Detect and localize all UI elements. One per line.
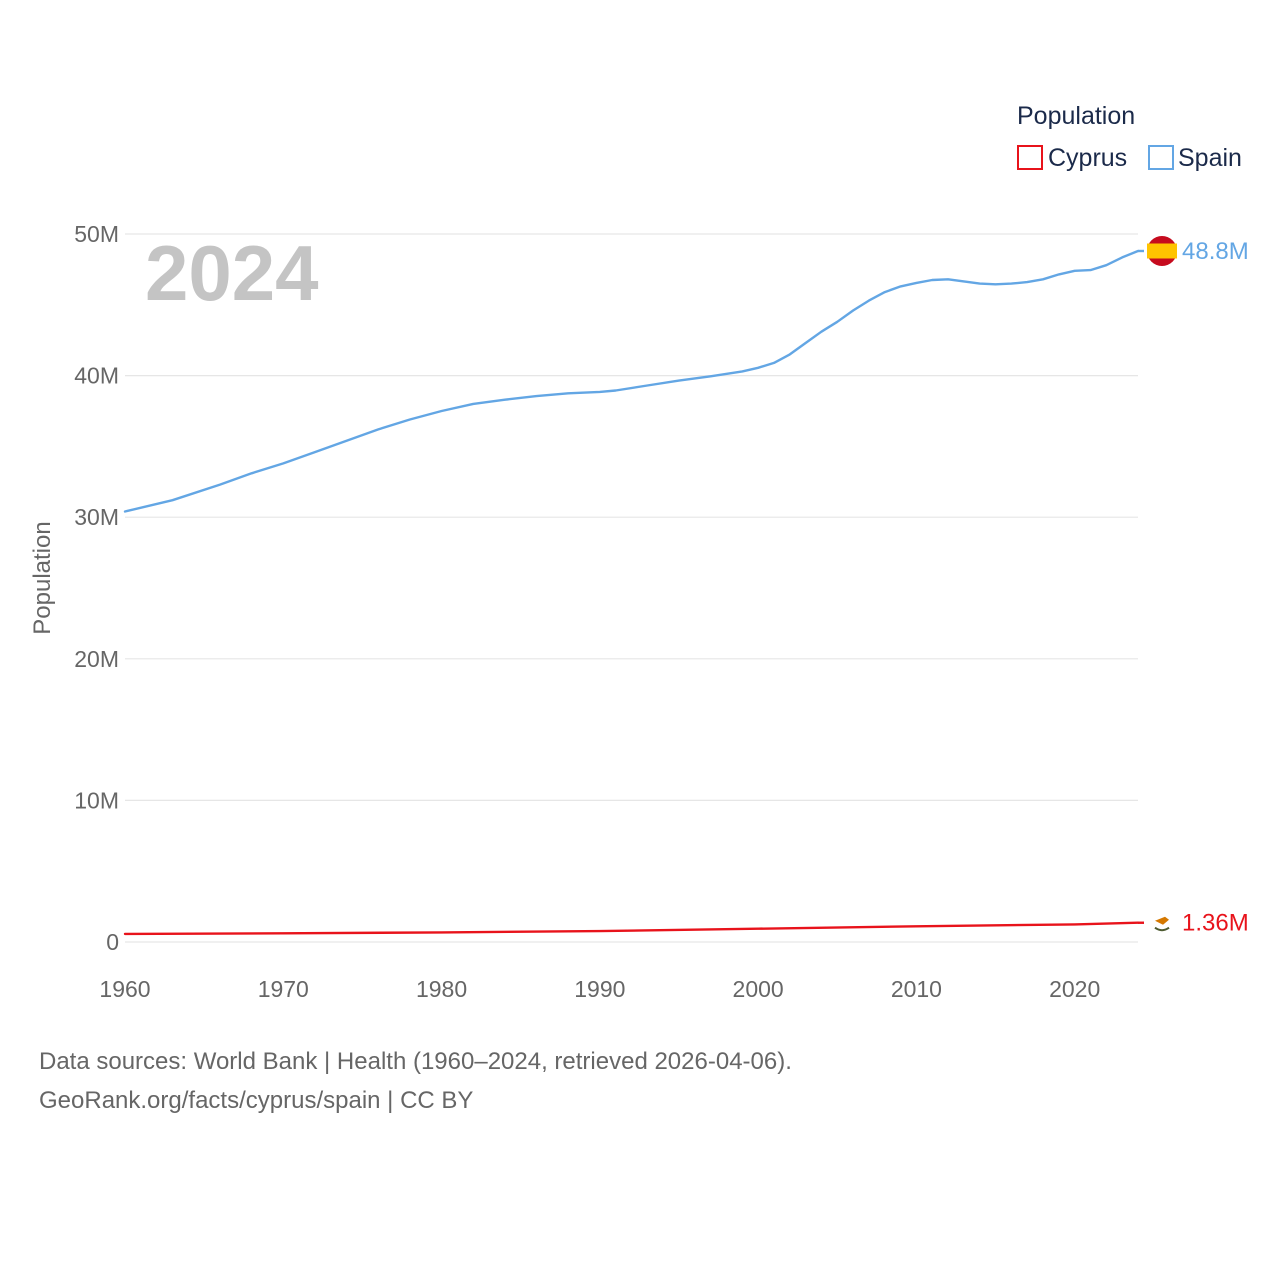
y-axis-title: Population	[29, 521, 56, 634]
series-end-markers: 1.36M 48.8M	[1138, 235, 1249, 937]
x-tick-label: 2020	[1049, 976, 1100, 1002]
series-line-cyprus[interactable]	[123, 921, 1140, 936]
y-tick-label: 0	[106, 929, 119, 955]
series-end-label-spain: 48.8M	[1182, 238, 1249, 265]
x-tick-label: 2000	[733, 976, 784, 1002]
y-tick-label: 10M	[74, 787, 119, 813]
legend-label-cyprus: Cyprus	[1048, 144, 1127, 172]
y-tick-label: 50M	[74, 221, 119, 247]
y-tick-label: 20M	[74, 646, 119, 672]
cyprus-flag-branches	[1154, 926, 1170, 932]
legend: Population Cyprus Spain	[1017, 102, 1242, 172]
y-tick-label: 30M	[74, 504, 119, 530]
data-source-note: Data sources: World Bank | Health (1960–…	[39, 1048, 792, 1075]
x-tick-label: 1960	[99, 976, 150, 1002]
legend-label-spain: Spain	[1178, 144, 1242, 172]
y-axis-ticks: 0 10M 20M 30M 40M 50M	[74, 221, 119, 955]
year-watermark: 2024	[145, 229, 319, 317]
x-axis-ticks: 1960 1970 1980 1990 2000 2010 2020	[99, 976, 1100, 1002]
legend-item-cyprus[interactable]: Cyprus	[1017, 144, 1127, 172]
legend-item-spain[interactable]: Spain	[1148, 144, 1242, 172]
cyprus-flag-icon	[1152, 912, 1172, 933]
x-tick-label: 1970	[258, 976, 309, 1002]
x-tick-label: 1990	[574, 976, 625, 1002]
cyprus-flag-island	[1155, 916, 1169, 925]
x-tick-label: 1980	[416, 976, 467, 1002]
series-lines	[123, 249, 1140, 936]
y-tick-label: 40M	[74, 363, 119, 389]
grid-lines	[125, 233, 1138, 943]
legend-swatch-spain	[1148, 145, 1174, 170]
series-line-spain[interactable]	[123, 249, 1140, 513]
credit-link[interactable]: GeoRank.org/facts/cyprus/spain | CC BY	[39, 1087, 473, 1114]
x-tick-label: 2010	[891, 976, 942, 1002]
spain-flag-icon	[1147, 235, 1177, 266]
series-end-label-cyprus: 1.36M	[1182, 910, 1249, 937]
spain-flag-stripe	[1147, 243, 1177, 259]
legend-swatch-cyprus	[1017, 145, 1043, 170]
legend-title: Population	[1017, 102, 1135, 130]
